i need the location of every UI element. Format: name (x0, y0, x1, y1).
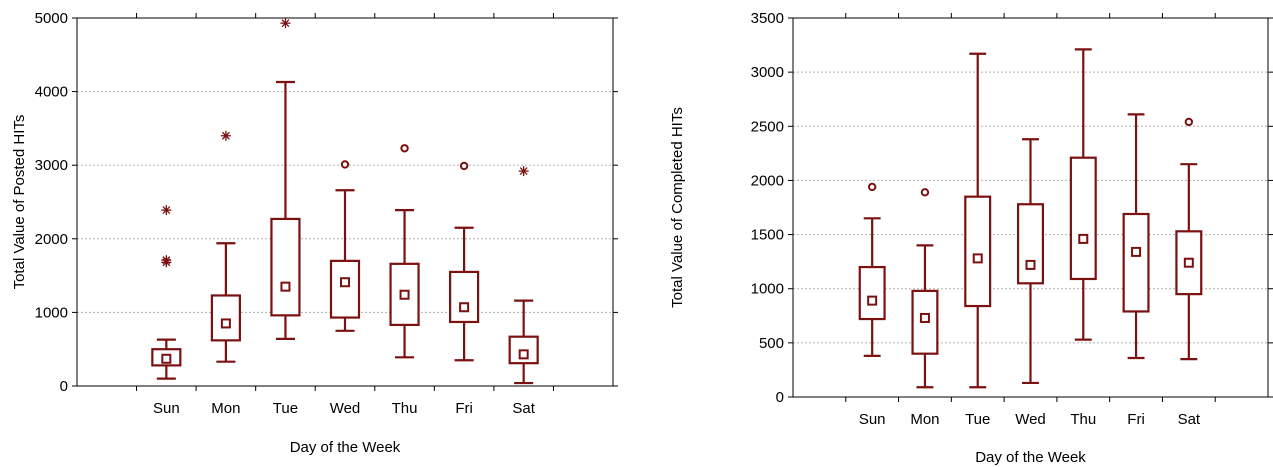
outlier-point (920, 188, 930, 197)
y-tick-label: 3000 (35, 157, 68, 174)
plot-frame (76, 17, 614, 387)
iqr-box (329, 259, 361, 319)
box-sun (151, 205, 182, 380)
x-tick-label: Mon (211, 400, 240, 417)
x-tick-label: Wed (1015, 411, 1046, 428)
iqr-box (964, 195, 992, 308)
extreme-point (161, 255, 172, 266)
median-marker (1131, 246, 1142, 257)
box-wed (329, 160, 361, 332)
extreme-point (220, 130, 231, 141)
extreme-point (280, 18, 291, 29)
iqr-box (270, 217, 301, 317)
y-tick-label: 0 (776, 389, 784, 406)
box-tue (964, 52, 992, 389)
iqr-box (911, 289, 939, 355)
y-tick-label: 500 (759, 335, 784, 352)
posted-hits-chart: 0 1000 2000 3000 4000 5000 Sun Mon Tue Wed Thu Fri S… (0, 0, 620, 467)
y-tick-label: 1500 (751, 227, 784, 244)
extreme-stroke (162, 206, 171, 215)
x-tick-label: Fri (1127, 411, 1145, 428)
iqr-box (210, 294, 241, 342)
iqr-box (1016, 203, 1045, 285)
box-sat (1175, 117, 1203, 361)
median-marker (340, 277, 350, 288)
y-tick-label: 1000 (35, 304, 68, 321)
x-tick-label: Wed (330, 400, 361, 417)
extreme-point (161, 205, 172, 216)
box-tue (270, 18, 301, 340)
box-wed (1016, 138, 1045, 385)
y-tick-label: 3500 (751, 10, 784, 27)
x-tick-label: Tue (965, 411, 990, 428)
median-marker (459, 302, 470, 313)
extreme-stroke (221, 131, 230, 140)
median-marker (867, 295, 878, 306)
box-mon (210, 130, 241, 363)
outlier-point (340, 160, 350, 169)
box-thu (389, 144, 420, 359)
x-tick-label: Sun (859, 411, 886, 428)
x-tick-label: Thu (1070, 411, 1096, 428)
x-tick-label: Sun (153, 400, 180, 417)
median-marker (220, 318, 231, 329)
outlier-point (867, 182, 877, 192)
plot-frame (792, 17, 1269, 398)
median-marker (518, 349, 529, 360)
y-axis-label: Total Value of Completed HITs (669, 107, 686, 308)
completed-hits-chart-svg: 0 500 1000 1500 2000 2500 3000 3500 Sun Mon Tue Wed… (669, 10, 1273, 466)
y-tick-label: 4000 (35, 84, 68, 101)
y-tick-label: 2000 (751, 172, 784, 189)
median-marker (399, 289, 410, 300)
median-marker (161, 353, 172, 364)
outlier-point (400, 144, 409, 153)
median-marker (1078, 233, 1089, 244)
x-tick-label: Sat (1178, 411, 1201, 428)
y-tick-label: 2500 (751, 118, 784, 135)
box-mon (911, 188, 939, 389)
x-tick-label: Thu (392, 400, 418, 417)
iqr-box (449, 270, 480, 324)
box-thu (1069, 48, 1097, 341)
box-sun (858, 182, 886, 357)
x-axis-label: Day of the Week (290, 439, 401, 456)
extreme-point (518, 166, 529, 177)
box-sat (508, 166, 539, 385)
x-tick-label: Tue (273, 400, 298, 417)
iqr-box (1069, 156, 1097, 281)
median-marker (972, 253, 983, 264)
x-tick-label: Fri (455, 400, 473, 417)
outlier-point (1184, 117, 1194, 127)
x-tick-label: Sat (512, 400, 535, 417)
extreme-stroke (519, 167, 528, 176)
outlier-point (459, 161, 469, 171)
y-tick-label: 2000 (35, 231, 68, 248)
iqr-box (858, 265, 886, 321)
y-axis-label: Total Value of Posted HITs (11, 115, 28, 290)
box-fri (449, 161, 480, 362)
completed-hits-chart: 0 500 1000 1500 2000 2500 3000 3500 Sun Mon Tue Wed… (636, 0, 1273, 467)
median-marker (1025, 259, 1036, 270)
box-fri (1122, 113, 1150, 360)
extreme-stroke (162, 256, 171, 265)
y-tick-label: 5000 (35, 10, 68, 27)
extreme-stroke (281, 19, 290, 28)
median-marker (1183, 257, 1194, 268)
median-marker (919, 312, 930, 323)
y-tick-label: 3000 (751, 64, 784, 81)
iqr-box (1122, 212, 1150, 313)
y-tick-label: 0 (60, 378, 68, 395)
median-marker (280, 281, 291, 292)
posted-hits-chart-svg: 0 1000 2000 3000 4000 5000 Sun Mon Tue Wed Thu Fri S… (11, 10, 618, 456)
y-tick-label: 1000 (751, 281, 784, 298)
x-tick-label: Mon (910, 411, 939, 428)
x-axis-label: Day of the Week (975, 449, 1086, 466)
